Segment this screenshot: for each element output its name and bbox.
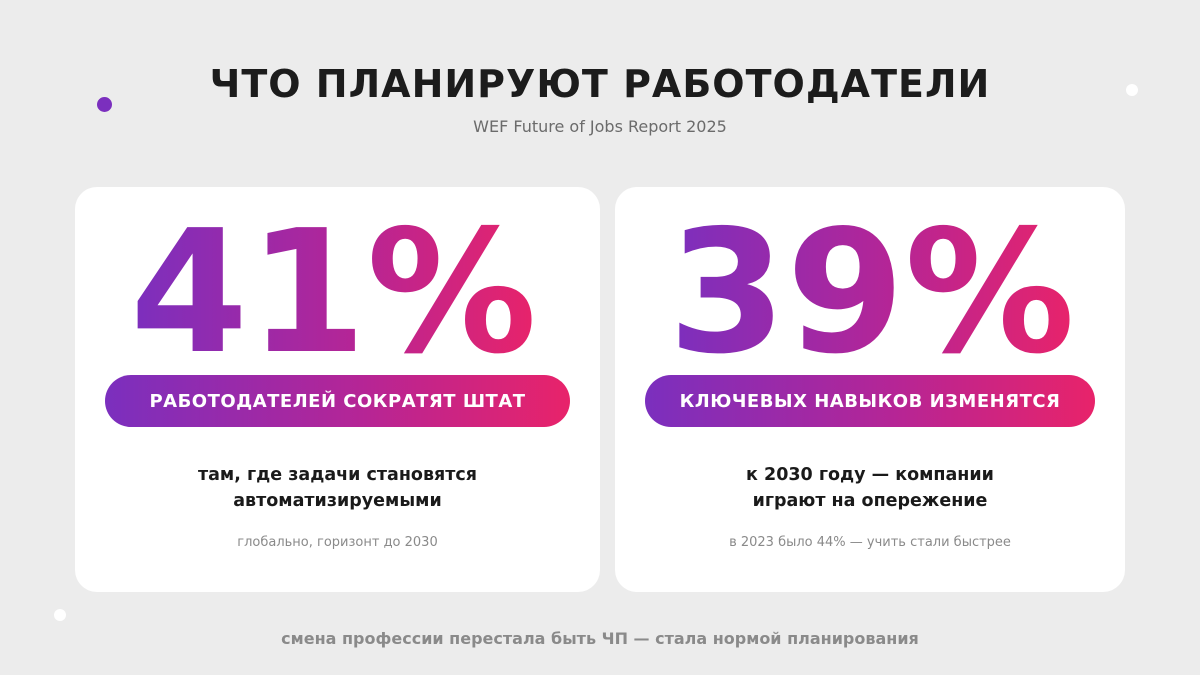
decorative-dot-purple	[97, 97, 112, 112]
stat-value: 41%	[130, 194, 537, 392]
stat-description: там, где задачи становятся автоматизируе…	[75, 462, 600, 514]
decorative-dot-white	[54, 609, 66, 621]
stat-description-line: играют на опережение	[752, 491, 988, 511]
stat-label-pill: КЛЮЧЕВЫХ НАВЫКОВ ИЗМЕНЯТСЯ	[645, 375, 1095, 427]
stat-description: к 2030 году — компании играют на опереже…	[615, 462, 1125, 514]
stat-description-line: автоматизируемыми	[233, 491, 442, 511]
page-title: ЧТО ПЛАНИРУЮТ РАБОТОДАТЕЛИ	[209, 62, 991, 106]
stat-label-pill: РАБОТОДАТЕЛЕЙ СОКРАТЯТ ШТАТ	[105, 375, 570, 427]
stat-note: глобально, горизонт до 2030	[237, 535, 438, 550]
stat-value: 39%	[668, 194, 1075, 392]
stat-note: в 2023 было 44% — учить стали быстрее	[729, 535, 1011, 550]
stat-description-line: к 2030 году — компании	[746, 465, 994, 485]
decorative-dot-white	[1126, 84, 1138, 96]
page-subtitle: WEF Future of Jobs Report 2025	[473, 117, 727, 136]
footer-caption: смена профессии перестала быть ЧП — стал…	[281, 629, 919, 648]
stat-description-line: там, где задачи становятся	[197, 465, 478, 485]
